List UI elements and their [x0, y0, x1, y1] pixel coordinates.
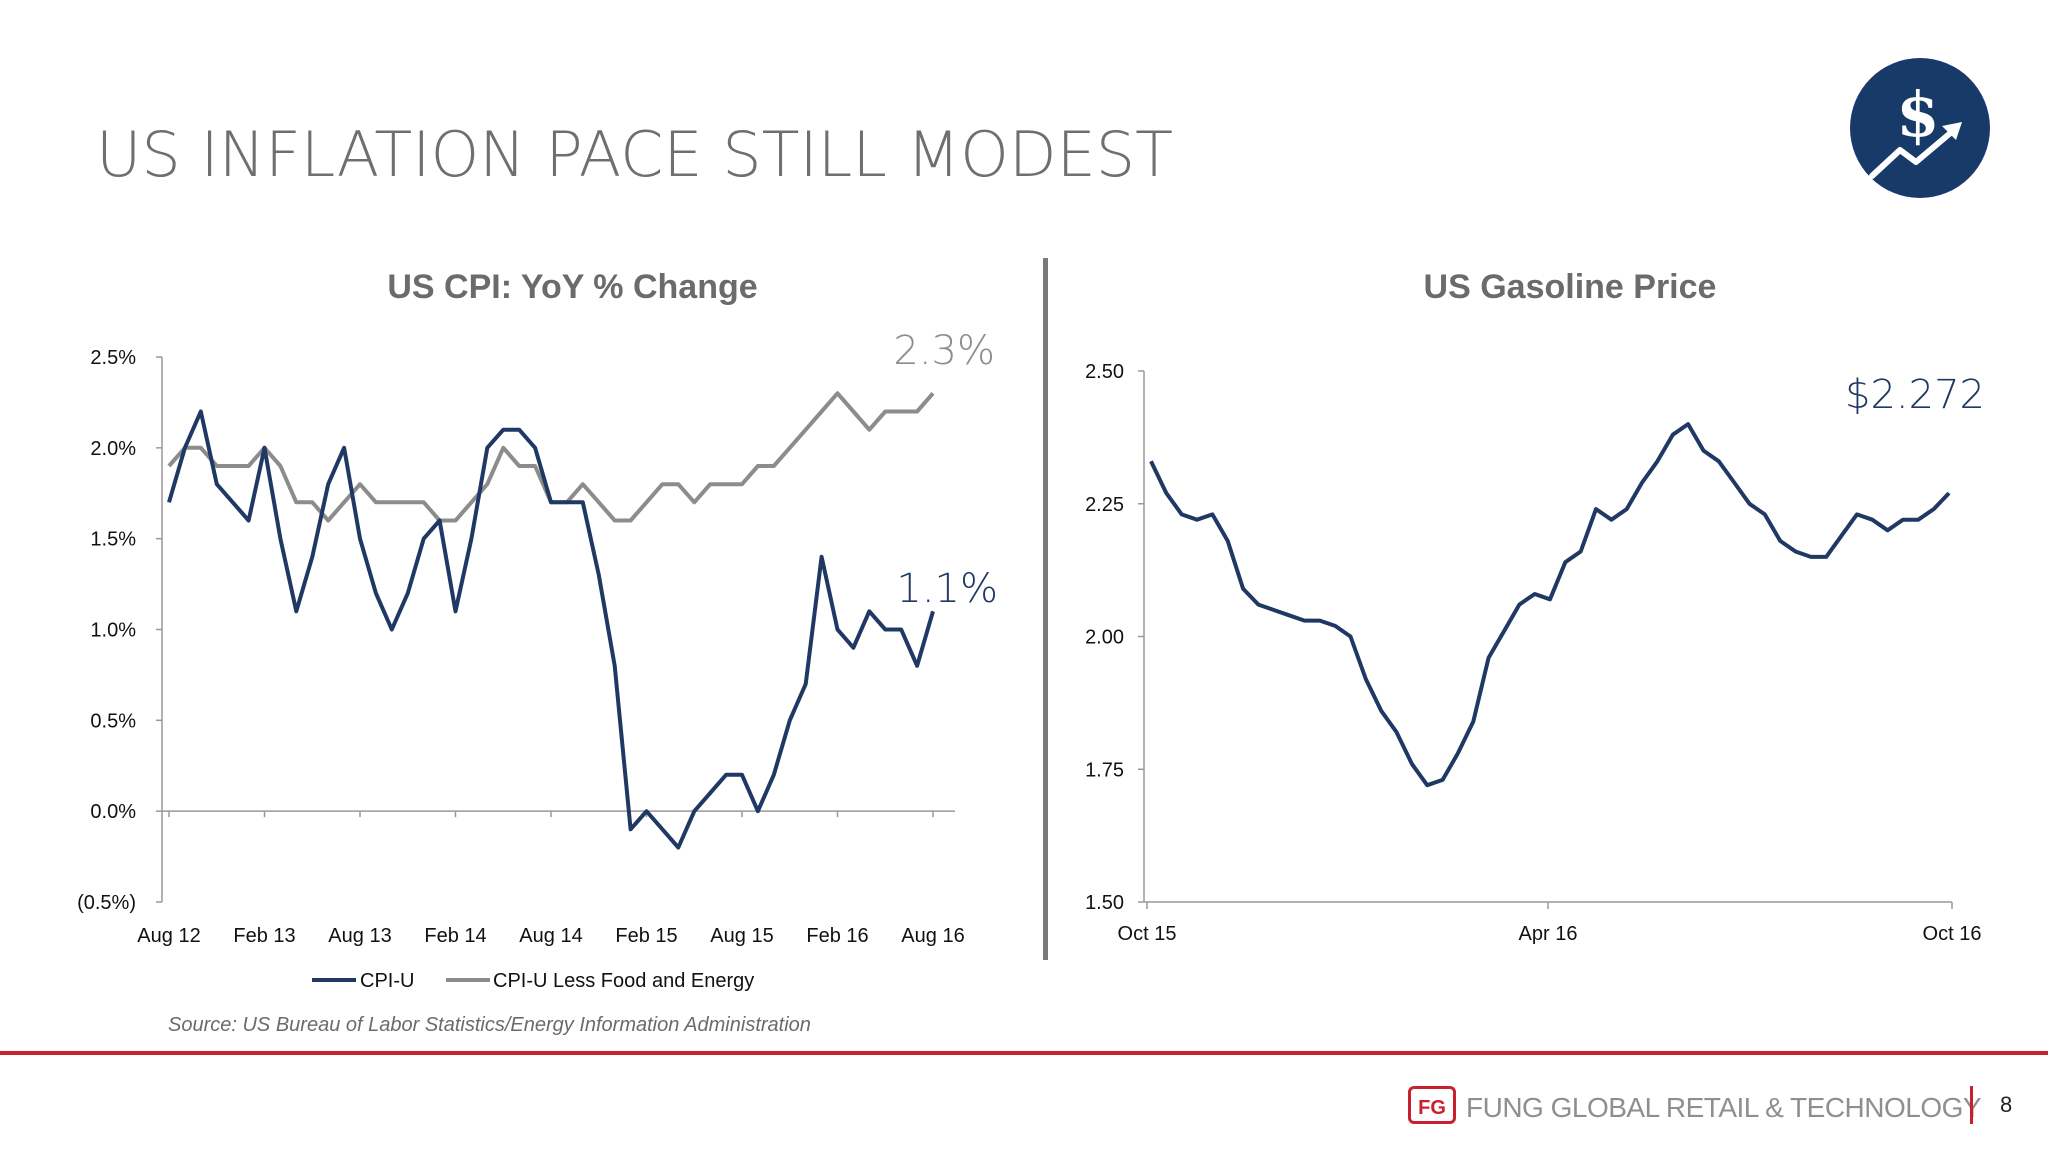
cpi-y-tick-label: 2.5%: [90, 347, 136, 369]
cpi-x-tick-label: Aug 16: [901, 925, 964, 947]
cpi-y-tick-label: 0.0%: [90, 801, 136, 823]
cpi-y-tick-label: (0.5%): [77, 892, 136, 914]
cpi-x-tick-label: Feb 16: [806, 925, 868, 947]
dollar-arrow-icon: $: [1869, 78, 1962, 179]
cpi-x-tick-label: Aug 14: [519, 925, 582, 947]
cpi-chart: (0.5%) 0.0% 0.5% 1.0% 1.5% 2.0% 2.5% Aug 12 Feb …: [77, 328, 998, 992]
gasoline-price-callout: $2.272: [1845, 372, 1985, 418]
cpi-x-tick-label: Aug 13: [328, 925, 391, 947]
gas-y-tick-label: 2.50: [1085, 361, 1124, 383]
gasoline-chart: 1.50 1.75 2.00 2.25 2.50 Oct 15 Apr 16 Oct 16 $2…: [1085, 361, 1985, 945]
cpi-x-tick-label: Feb 15: [615, 925, 677, 947]
chart-divider: [1043, 258, 1048, 960]
gas-x-tick-label: Oct 15: [1118, 923, 1177, 945]
cpi-x-tick-label: Feb 13: [233, 925, 295, 947]
core-cpi-callout: 2.3%: [893, 328, 995, 374]
gas-x-tick-label: Apr 16: [1519, 923, 1578, 945]
footer-separator: [1970, 1086, 1973, 1124]
dollar-symbol: $: [1896, 78, 1939, 151]
gas-y-tick-label: 1.50: [1085, 892, 1124, 914]
source-note: Source: US Bureau of Labor Statistics/En…: [168, 1014, 811, 1036]
legend-label-core-cpi: CPI-U Less Food and Energy: [493, 970, 754, 992]
gas-y-tick-label: 2.00: [1085, 627, 1124, 649]
cpi-x-tick-label: Aug 12: [137, 925, 200, 947]
cpi-x-tick-label: Feb 14: [424, 925, 486, 947]
gas-x-tick-label: Oct 16: [1923, 923, 1982, 945]
fung-logo-icon: FG: [1408, 1086, 1456, 1124]
gas-y-tick-label: 2.25: [1085, 494, 1124, 516]
gasoline-chart-title: US Gasoline Price: [1423, 268, 1717, 306]
footer-rule: [0, 1051, 2048, 1055]
footer-brand: FUNG GLOBAL RETAIL & TECHNOLOGY: [1466, 1092, 1982, 1123]
gas-y-tick-label: 1.75: [1085, 759, 1124, 781]
gasoline-price-line: [1149, 422, 1951, 788]
cpi-chart-title: US CPI: YoY % Change: [387, 268, 758, 306]
cpi-y-tick-label: 1.5%: [90, 529, 136, 551]
page-number: 8: [2000, 1092, 2013, 1117]
cpi-u-line: [167, 409, 935, 850]
slide-title: US INFLATION PACE STILL MODEST: [96, 118, 1174, 191]
dollar-growth-logo: $: [1850, 58, 1990, 198]
cpi-y-tick-label: 2.0%: [90, 438, 136, 460]
cpi-x-tick-label: Aug 15: [710, 925, 773, 947]
cpi-y-tick-label: 1.0%: [90, 620, 136, 642]
cpi-y-tick-label: 0.5%: [90, 710, 136, 732]
cpi-u-callout: 1.1%: [896, 566, 998, 612]
legend-label-cpi-u: CPI-U: [360, 970, 414, 992]
